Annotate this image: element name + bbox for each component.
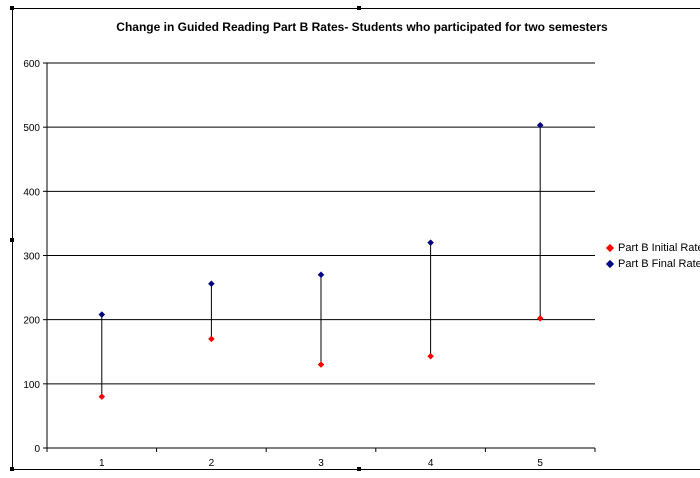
legend-marker-initial [605, 243, 615, 253]
data-markers [98, 121, 544, 401]
y-tick-label-600: 600 [23, 59, 40, 70]
x-tick-label-4: 4 [428, 458, 434, 469]
chart-frame-top [12, 8, 700, 9]
resize-handle-bottom-middle[interactable] [357, 467, 361, 471]
x-tick-label-5: 5 [537, 458, 543, 469]
resize-handle-middle-left[interactable] [10, 238, 14, 242]
marker-final-5 [536, 121, 544, 129]
marker-initial-3 [317, 361, 325, 368]
resize-handle-top-left[interactable] [10, 6, 14, 10]
connector-lines [101, 125, 541, 397]
marker-final-4 [427, 239, 434, 247]
marker-final-1 [98, 311, 106, 318]
x-tick-label-3: 3 [318, 458, 324, 469]
legend-item-final: Part B Final Rates [605, 256, 700, 272]
y-tick-label-200: 200 [23, 316, 40, 327]
marker-final-2 [208, 280, 215, 288]
chart-title: Change in Guided Reading Part B Rates- S… [116, 20, 608, 34]
y-tick-label-0: 0 [34, 444, 40, 455]
resize-handle-bottom-left[interactable] [10, 467, 14, 471]
x-tick-label-1: 1 [99, 458, 105, 469]
legend-label-final: Part B Final Rates [618, 258, 700, 270]
legend-label-initial: Part B Initial Rates [618, 242, 700, 254]
y-tick-label-100: 100 [23, 380, 40, 391]
marker-initial-5 [536, 315, 544, 322]
y-tick-label-300: 300 [23, 252, 40, 263]
legend: Part B Initial Rates Part B Final Rates [605, 240, 700, 272]
legend-item-initial: Part B Initial Rates [605, 240, 700, 256]
marker-initial-2 [208, 335, 215, 343]
legend-marker-final [605, 259, 615, 269]
resize-handle-top-middle[interactable] [357, 6, 361, 10]
marker-initial-4 [427, 352, 434, 360]
marker-initial-1 [98, 393, 106, 401]
y-tick-label-500: 500 [23, 123, 40, 134]
x-tick-label-2: 2 [209, 458, 215, 469]
axes: 0 100 200 300 400 500 600 1 2 3 4 5 [23, 59, 596, 469]
y-tick-label-400: 400 [23, 187, 40, 198]
marker-final-3 [317, 271, 325, 279]
chart-frame-bottom [12, 469, 700, 470]
